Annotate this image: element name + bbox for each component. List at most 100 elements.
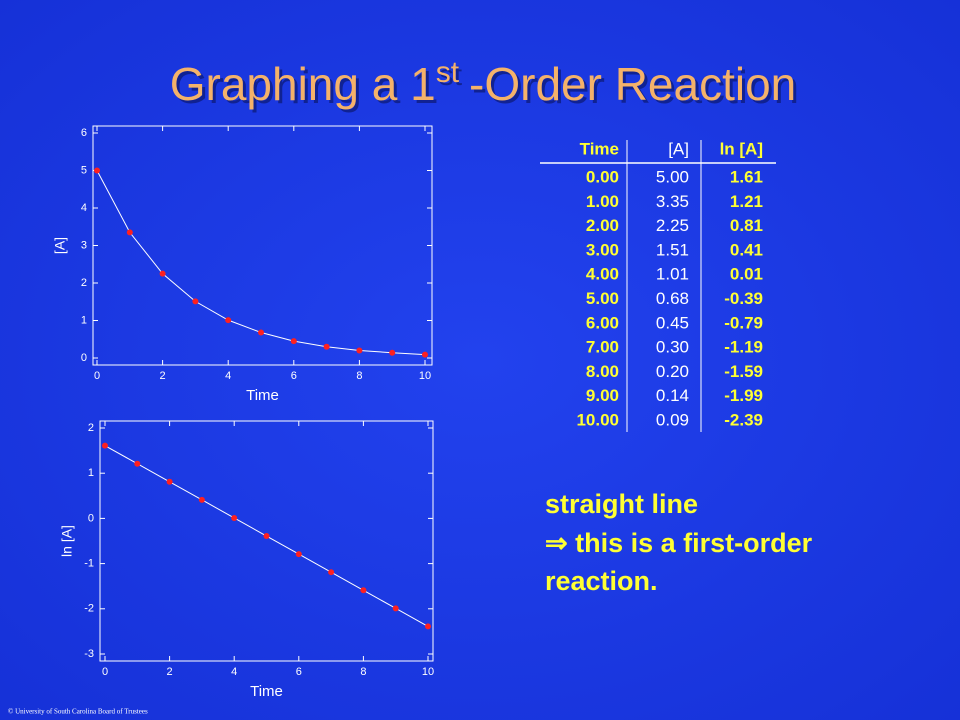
table-cell: 4.00: [586, 265, 619, 284]
table-cell: -0.39: [724, 289, 763, 308]
data-point: [422, 351, 428, 358]
y-axis-label: ln [A]: [59, 525, 75, 557]
y-tick-label: 2: [88, 422, 94, 434]
y-axis-label: [A]: [52, 237, 68, 254]
table-cell: 10.00: [576, 410, 619, 429]
x-tick-label: 0: [102, 666, 108, 678]
y-tick-label: 1: [88, 467, 94, 479]
note: straight line ⇒ this is a first-order re…: [545, 489, 813, 596]
table-cell: 2.00: [586, 216, 619, 235]
table-header: [A]: [668, 139, 689, 158]
data-point: [225, 317, 232, 324]
data-point: [198, 496, 205, 503]
y-tick-label: 6: [81, 127, 87, 139]
y-tick-label: 5: [81, 164, 87, 176]
data-point: [360, 587, 367, 594]
table-cell: 3.00: [586, 240, 619, 259]
table-cell: 0.14: [656, 386, 689, 405]
x-tick-label: 0: [94, 370, 100, 382]
x-tick-label: 10: [422, 666, 434, 678]
title-shadow: Graphing a 1st -Order Reaction: [173, 59, 800, 113]
data-table: Time [A] ln [A] 0.00 5.00 1.61 1.00 3.35 1.21 2.0…: [540, 139, 776, 432]
table-cell: 6.00: [586, 313, 619, 332]
data-point: [192, 298, 199, 305]
data-point: [328, 569, 335, 576]
table-cell: 1.00: [586, 192, 619, 211]
table-cell: 1.51: [656, 240, 689, 259]
table-header: ln [A]: [720, 139, 763, 158]
table-cell: -1.99: [724, 386, 763, 405]
y-tick-label: -1: [84, 558, 94, 570]
x-tick-label: 4: [231, 666, 237, 678]
footer: © University of South Carolina Board of …: [8, 708, 148, 716]
x-tick-label: 6: [296, 666, 302, 678]
x-axis-label: Time: [250, 683, 283, 700]
y-tick-label: 1: [81, 314, 87, 326]
data-point: [166, 478, 173, 485]
data-point: [134, 460, 141, 467]
data-point: [159, 270, 166, 277]
table-cell: 0.30: [656, 338, 689, 357]
data-point: [102, 442, 108, 449]
title: Graphing a 1st -Order Reaction: [170, 56, 797, 110]
data-point: [323, 343, 330, 350]
x-tick-label: 4: [225, 370, 231, 382]
table-header: Time: [580, 139, 619, 158]
table-cell: 7.00: [586, 338, 619, 357]
title-main: Graphing a 1: [170, 58, 436, 110]
note-line: ⇒ this is a first-order: [545, 528, 813, 558]
data-point: [263, 533, 270, 540]
table-cell: -1.59: [724, 362, 763, 381]
note-line: reaction.: [545, 566, 658, 596]
x-tick-label: 2: [160, 370, 166, 382]
y-tick-label: 3: [81, 239, 87, 251]
table-cell: 0.45: [656, 313, 689, 332]
table-cell: 0.41: [730, 240, 763, 259]
y-tick-label: 0: [81, 352, 87, 364]
title-sup: st: [436, 56, 460, 89]
table-cell: 0.20: [656, 362, 689, 381]
y-tick-label: 0: [88, 512, 94, 524]
table-cell: 0.01: [730, 265, 763, 284]
table-cell: 0.00: [586, 167, 619, 186]
y-tick-label: 4: [81, 202, 87, 214]
title-rest: -Order Reaction: [469, 58, 796, 110]
data-point: [94, 167, 100, 174]
data-point: [356, 347, 363, 354]
table-cell: 8.00: [586, 362, 619, 381]
x-tick-label: 8: [356, 370, 362, 382]
data-point: [290, 338, 297, 345]
table-cell: 5.00: [586, 289, 619, 308]
table-cell: 0.09: [656, 410, 689, 429]
table-cell: -0.79: [724, 313, 763, 332]
table-cell: -2.39: [724, 410, 763, 429]
x-tick-label: 2: [167, 666, 173, 678]
table-cell: -1.19: [724, 338, 763, 357]
plot-frame: [99, 420, 434, 662]
x-axis-label: Time: [246, 387, 279, 404]
table-cell: 2.25: [656, 216, 689, 235]
x-tick-label: 8: [360, 666, 366, 678]
x-tick-label: 10: [419, 370, 431, 382]
table-cell: 1.61: [730, 167, 763, 186]
table-cell: 0.81: [730, 216, 763, 235]
table-cell: 1.21: [730, 192, 763, 211]
table-cell: 0.68: [656, 289, 689, 308]
data-point: [258, 329, 264, 336]
note-line: straight line: [545, 489, 698, 519]
table-cell: 3.35: [656, 192, 689, 211]
y-tick-label: 2: [81, 277, 87, 289]
data-point: [425, 623, 431, 630]
y-tick-label: -2: [84, 603, 94, 615]
table-cell: 1.01: [656, 265, 689, 284]
table-cell: 9.00: [586, 386, 619, 405]
data-point: [126, 229, 133, 236]
data-point: [295, 551, 302, 558]
x-tick-label: 6: [291, 370, 297, 382]
y-tick-label: -3: [84, 648, 94, 660]
data-point: [392, 605, 399, 612]
data-point: [231, 514, 238, 521]
data-point: [389, 349, 396, 356]
